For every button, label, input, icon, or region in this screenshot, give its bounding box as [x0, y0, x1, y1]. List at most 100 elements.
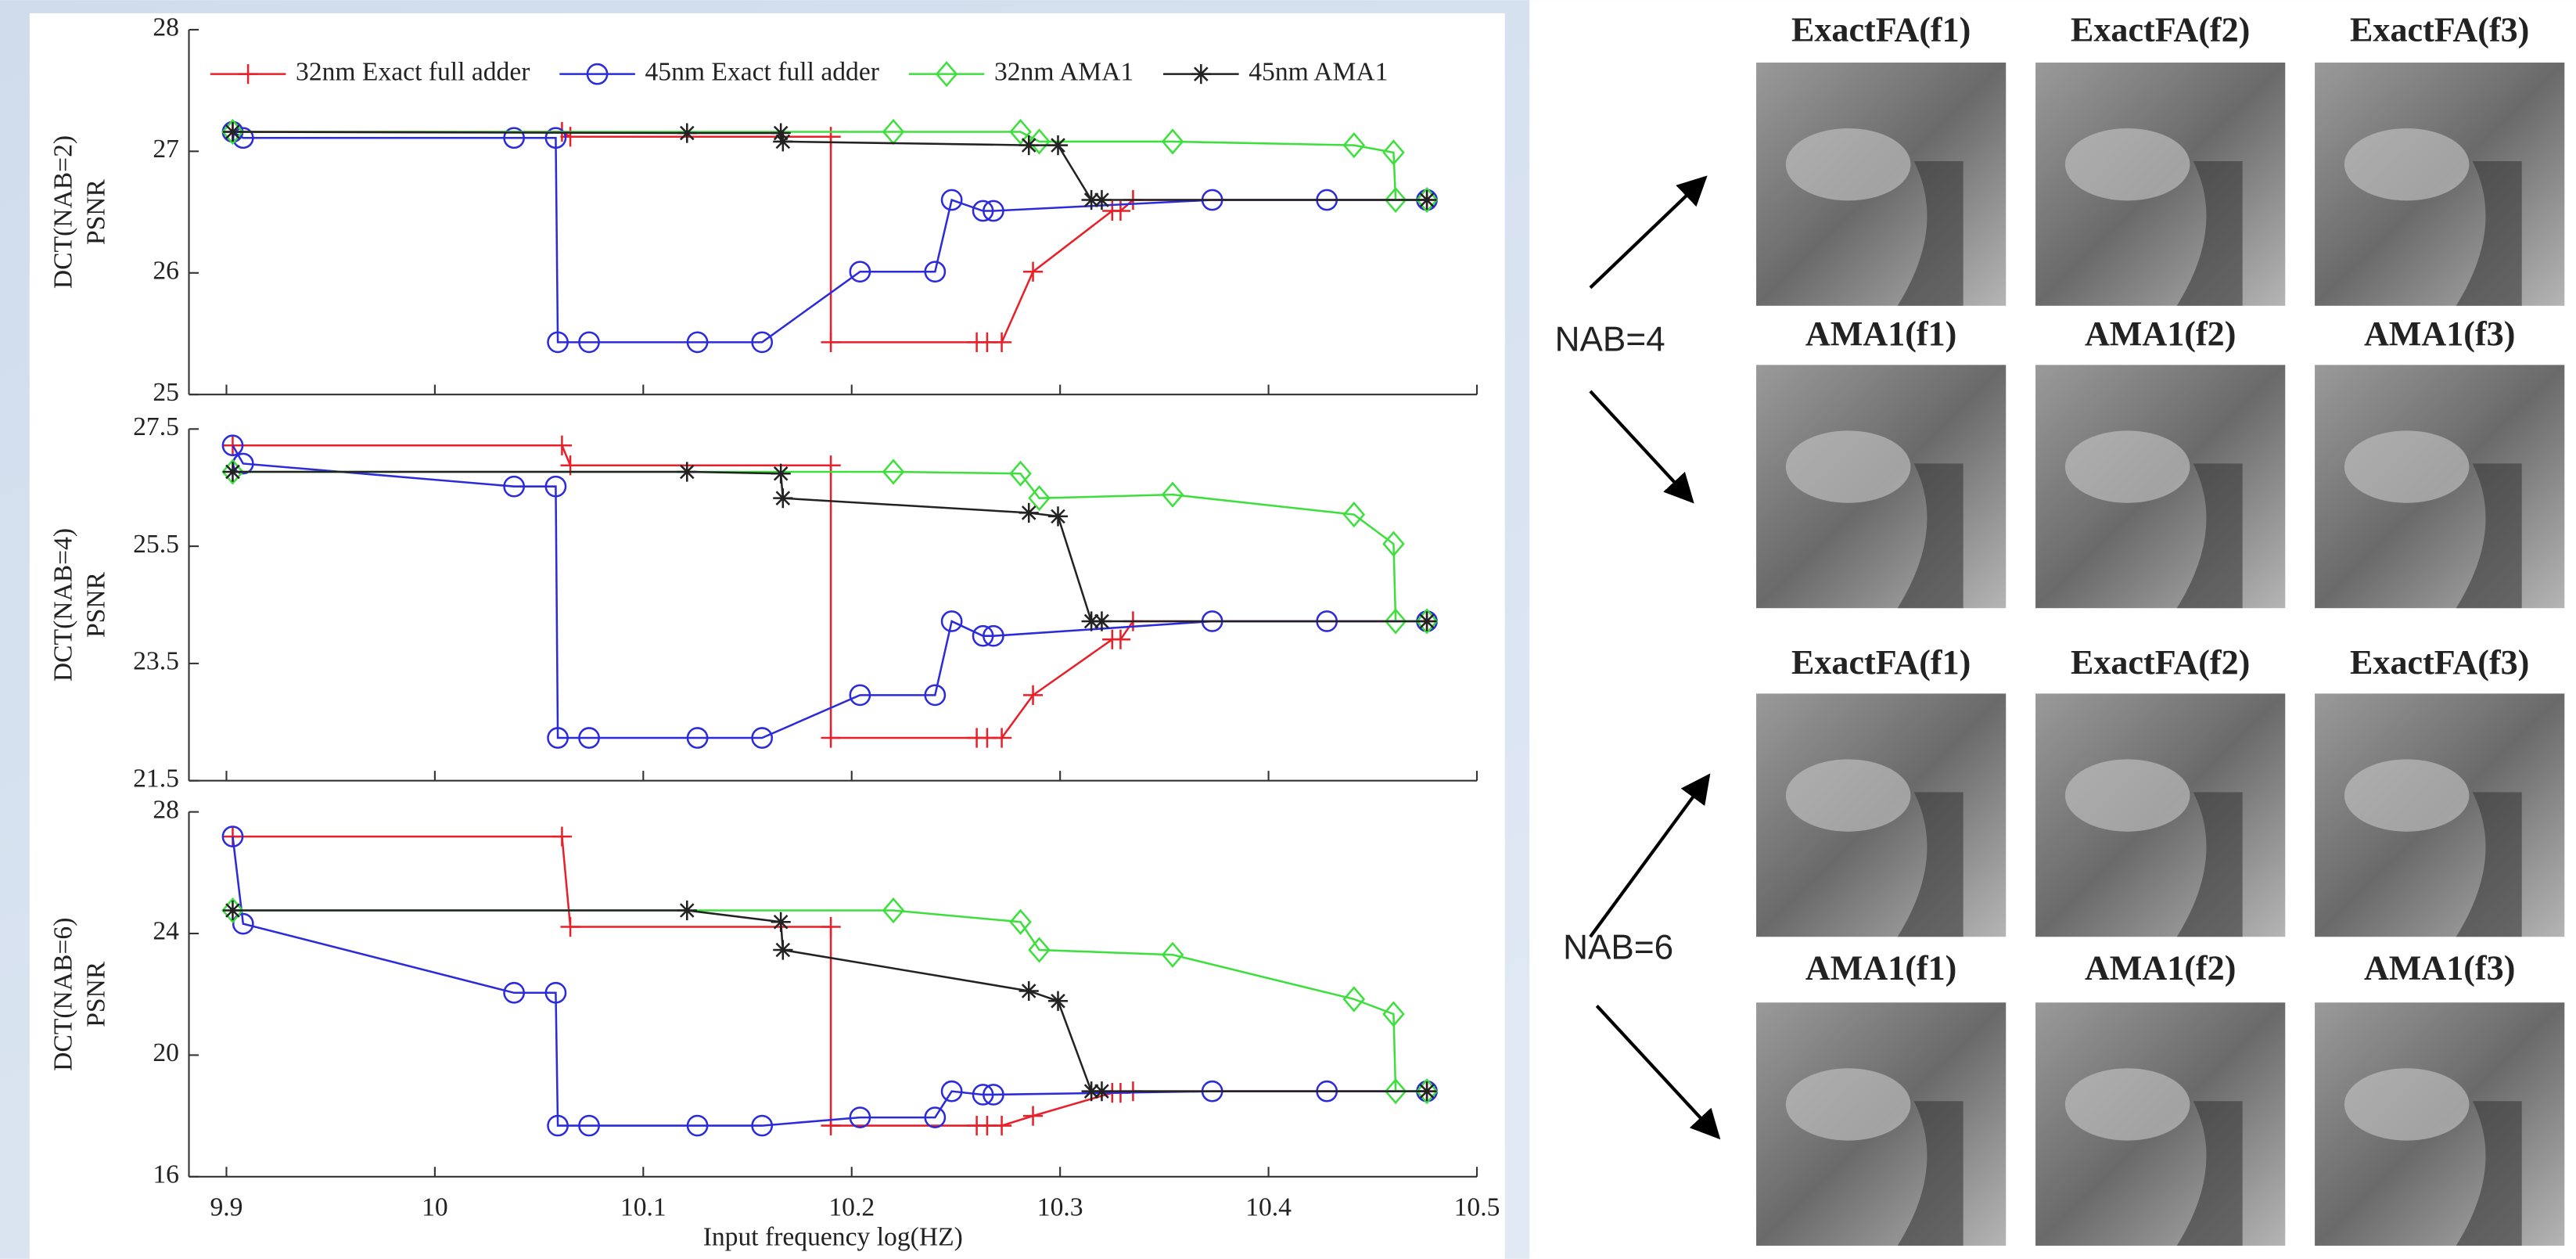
marker [1081, 611, 1101, 631]
marker [1342, 986, 1366, 1013]
arrow [1595, 1005, 1721, 1140]
image-detail [2176, 1101, 2243, 1246]
marker [1028, 128, 1051, 155]
image-label: AMA1(f3) [2364, 315, 2515, 353]
marker [503, 981, 525, 1004]
marker [1417, 611, 1437, 631]
marker [686, 1114, 709, 1137]
x-tick-label: 9.9 [210, 1193, 243, 1222]
marker [1047, 991, 1069, 1011]
marker [1384, 1078, 1407, 1105]
marker [1009, 908, 1032, 935]
marker [503, 127, 525, 149]
marker [821, 332, 841, 352]
marker [221, 434, 244, 457]
image-detail [2456, 160, 2522, 306]
image-label: AMA1(f2) [2085, 948, 2236, 987]
marker [544, 981, 567, 1004]
marker [773, 940, 793, 960]
marker [1019, 135, 1039, 156]
arrows [1589, 175, 1721, 1140]
marker [771, 463, 791, 484]
marker [551, 826, 573, 847]
arrow [1589, 390, 1694, 504]
marker [222, 462, 243, 482]
marker [578, 727, 600, 749]
marker [1028, 485, 1051, 512]
marker [686, 727, 709, 749]
marker [821, 728, 841, 748]
legend-label: 45nm AMA1 [1248, 57, 1388, 86]
x-tick-label: 10.4 [1245, 1193, 1292, 1222]
marker [882, 459, 905, 485]
image-label: AMA1(f1) [1805, 948, 1956, 987]
series-line [232, 444, 1428, 739]
marker [1415, 186, 1439, 214]
marker [232, 912, 254, 935]
marker [924, 1106, 947, 1128]
marker [1091, 1081, 1112, 1102]
image-detail [2176, 160, 2243, 306]
marker [940, 189, 963, 211]
image-detail [2344, 128, 2470, 201]
y-axis-label: DCT(NAB=2) [49, 135, 78, 289]
marker [1415, 608, 1439, 635]
legend-marker [935, 61, 958, 88]
marker [1091, 611, 1112, 631]
marker [1161, 128, 1184, 155]
marker [991, 1115, 1012, 1136]
marker [1009, 460, 1032, 487]
marker [983, 200, 1004, 222]
marker [677, 900, 697, 921]
marker [849, 261, 871, 283]
image-detail [1897, 160, 1963, 306]
image-label: ExactFA(f1) [1791, 643, 1971, 682]
marker [578, 1114, 600, 1137]
marker [1161, 941, 1184, 968]
image-detail [2456, 792, 2522, 937]
marker [1415, 1078, 1439, 1105]
marker [773, 131, 793, 152]
y-axis-label: PSNR [82, 178, 111, 245]
marker [677, 462, 697, 482]
image-label: ExactFA(f1) [1791, 10, 1971, 49]
marker [503, 475, 525, 498]
marker [1091, 189, 1112, 210]
marker [1009, 118, 1032, 146]
series-line [232, 131, 1428, 344]
image-detail [2064, 128, 2190, 201]
marker [1047, 135, 1069, 156]
marker [222, 900, 243, 921]
x-axis-label: Input frequency log(HZ) [703, 1222, 963, 1251]
x-tick-label: 10.3 [1037, 1193, 1083, 1222]
marker [1047, 506, 1069, 527]
image-label: AMA1(f2) [2085, 315, 2236, 353]
marker [1342, 131, 1366, 159]
marker [991, 728, 1012, 748]
marker [924, 684, 947, 707]
marker [940, 1080, 963, 1103]
image-detail [1785, 430, 1911, 503]
y-tick-label: 23.5 [133, 647, 179, 676]
marker [547, 331, 569, 354]
marker [544, 127, 567, 149]
image-detail [1785, 759, 1911, 832]
y-tick-label: 27 [153, 135, 179, 164]
marker [560, 127, 580, 147]
image-label: ExactFA(f2) [2071, 10, 2250, 49]
marker [771, 912, 791, 932]
marker [773, 488, 793, 509]
y-tick-label: 27.5 [133, 412, 179, 441]
marker [1161, 481, 1184, 508]
marker [547, 1114, 569, 1137]
y-tick-label: 16 [153, 1160, 179, 1189]
marker [1342, 502, 1366, 528]
legend-marker [238, 64, 258, 85]
image-detail [2344, 430, 2470, 503]
image-label: AMA1(f3) [2364, 948, 2515, 987]
y-tick-label: 20 [153, 1038, 179, 1067]
marker [1384, 608, 1407, 635]
y-tick-label: 28 [153, 795, 179, 824]
marker [751, 331, 774, 354]
